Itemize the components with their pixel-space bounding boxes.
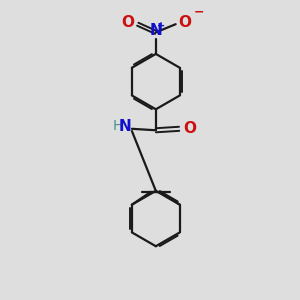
Text: O: O [183, 121, 196, 136]
Text: −: − [194, 5, 204, 18]
Text: N: N [149, 22, 162, 38]
Text: O: O [178, 15, 192, 30]
Text: O: O [121, 15, 134, 30]
Text: +: + [157, 21, 165, 31]
Text: N: N [118, 119, 131, 134]
Text: H: H [112, 119, 123, 134]
